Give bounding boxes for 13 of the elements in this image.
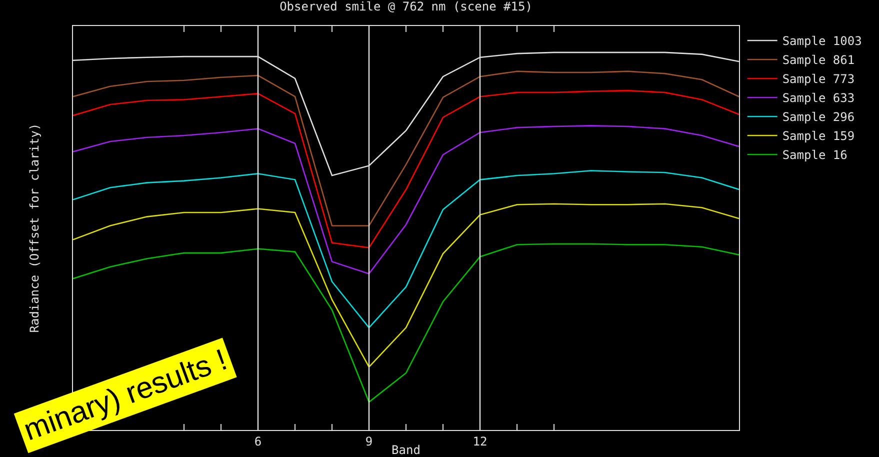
legend-label: Sample 633 [782, 91, 855, 106]
x-axis-title: Band [392, 443, 420, 457]
x-tick-label: 12 [472, 434, 488, 448]
legend-label: Sample 773 [782, 72, 855, 86]
legend-label: Sample 1003 [782, 34, 862, 48]
x-tick-label: 9 [365, 434, 373, 448]
y-axis-title: Radiance (Offset for clarity) [27, 123, 42, 333]
legend-label: Sample 16 [782, 148, 848, 162]
legend-label: Sample 296 [782, 110, 855, 124]
legend-label: Sample 159 [782, 129, 855, 144]
x-tick-label: 6 [254, 434, 262, 448]
legend-label: Sample 861 [782, 53, 855, 68]
chart-title: Observed smile @ 762 nm (scene #15) [280, 0, 532, 14]
